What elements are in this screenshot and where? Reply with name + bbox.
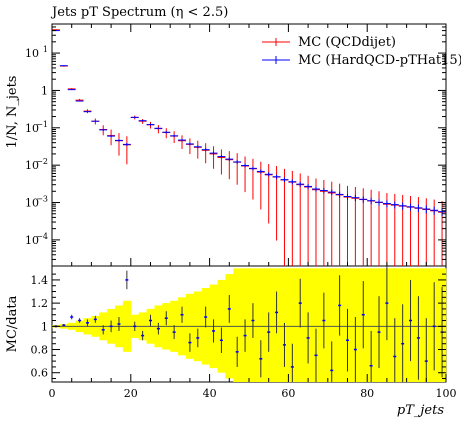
ratio-ytick-label: 0.6 bbox=[31, 367, 49, 380]
main-ytick-label: 1 bbox=[41, 84, 48, 97]
main-ytick-exponent: −2 bbox=[36, 157, 48, 166]
xtick-label: 60 bbox=[281, 387, 295, 400]
ratio-ytick-label: 1.4 bbox=[31, 274, 49, 287]
band-bin bbox=[312, 268, 321, 382]
xtick-label: 0 bbox=[49, 387, 56, 400]
band-bin bbox=[288, 268, 297, 382]
xtick-label: 80 bbox=[360, 387, 374, 400]
legend-label-hardqcd: MC (HardQCD-pTHat15) bbox=[298, 53, 461, 68]
band-bin bbox=[327, 268, 336, 382]
main-ytick-exponent: 1 bbox=[43, 45, 48, 54]
ratio-ytick-label: 1 bbox=[41, 320, 48, 333]
ratio-xlabel: pT_jets bbox=[397, 403, 444, 418]
band-bin bbox=[367, 268, 376, 382]
main-ytick-label: 10 bbox=[25, 234, 39, 247]
main-ylabel: 1/N, N_jets bbox=[5, 76, 20, 149]
main-ytick-label: 10 bbox=[25, 159, 39, 172]
main-ytick-label: 10 bbox=[25, 47, 39, 60]
xtick-label: 20 bbox=[124, 387, 138, 400]
legend: MC (QCDdijet) MC (HardQCD-pTHat15) bbox=[262, 35, 461, 68]
xtick-label: 100 bbox=[436, 387, 457, 400]
main-ytick-label: 10 bbox=[25, 197, 39, 210]
chart-title: Jets pT Spectrum (η < 2.5) bbox=[50, 5, 228, 20]
main-ytick-exponent: −1 bbox=[36, 120, 48, 129]
main-ytick-label: 10 bbox=[25, 122, 39, 135]
ratio-ytick-label: 1.2 bbox=[31, 297, 49, 310]
band-bin bbox=[256, 268, 266, 382]
ratio-ytick-label: 0.8 bbox=[31, 344, 49, 357]
ratio-ylabel: MC/data bbox=[5, 295, 20, 352]
band-bin bbox=[233, 268, 242, 382]
main-ytick-exponent: −3 bbox=[36, 195, 48, 204]
ratio-plot-marks bbox=[52, 266, 446, 382]
legend-label-qcddijet: MC (QCDdijet) bbox=[298, 35, 396, 50]
main-plot-marks bbox=[52, 29, 446, 266]
xtick-label: 40 bbox=[203, 387, 217, 400]
main-ytick-exponent: −4 bbox=[36, 232, 48, 241]
